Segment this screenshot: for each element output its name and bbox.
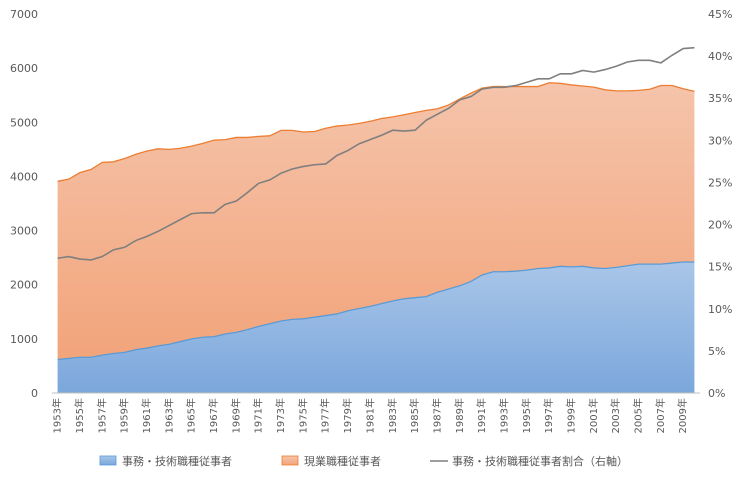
y-left-tick-label: 0 (31, 387, 38, 400)
x-tick-label: 1999年 (565, 398, 578, 433)
y-left-tick-label: 5000 (10, 116, 38, 129)
y-right-tick-label: 45% (708, 8, 732, 21)
x-tick-label: 1959年 (118, 398, 131, 433)
x-tick-label: 1955年 (73, 398, 86, 433)
x-tick-label: 1985年 (408, 398, 421, 433)
y-right-tick-label: 30% (708, 134, 732, 147)
x-tick-label: 1977年 (319, 398, 332, 433)
line-series-ratio (57, 46, 695, 261)
x-tick-label: 1975年 (296, 398, 309, 433)
x-tick-label: 1981年 (363, 398, 376, 433)
y-right-tick-label: 20% (708, 219, 732, 232)
y-right-tick-label: 25% (708, 176, 732, 189)
legend-swatch-0 (99, 455, 117, 466)
x-tick-label: 1953年 (51, 398, 64, 433)
x-tick-label: 2003年 (609, 398, 622, 433)
x-tick-label: 2001年 (587, 398, 600, 433)
x-tick-label: 2005年 (632, 398, 645, 433)
x-tick-label: 1979年 (341, 398, 354, 433)
x-tick-label: 1983年 (386, 398, 399, 433)
area-series-office (57, 261, 695, 393)
y-right-tick-label: 10% (708, 303, 732, 316)
y-left-tick-label: 4000 (10, 170, 38, 183)
y-right-tick-label: 35% (708, 92, 732, 105)
x-tick-label: 1989年 (453, 398, 466, 433)
y-left-tick-label: 1000 (10, 333, 38, 346)
legend-swatch-1 (281, 455, 299, 466)
x-axis: 1953年 1955年 1957年 1959年 1961年 1963年 1965年 1967年… (51, 398, 690, 433)
y-left-tick-label: 3000 (10, 225, 38, 238)
y-axis-left: 0 1000 2000 3000 4000 5000 6000 7000 (10, 8, 38, 400)
legend: 事務・技術職種従事者 現業職種従事者 事務・技術職種従事者割合（右軸） (99, 454, 628, 468)
x-tick-label: 1987年 (430, 398, 443, 433)
x-tick-label: 1969年 (229, 398, 242, 433)
x-tick-label: 1957年 (95, 398, 108, 433)
y-right-tick-label: 5% (708, 345, 725, 358)
y-right-tick-label: 0% (708, 387, 725, 400)
x-tick-label: 1993年 (497, 398, 510, 433)
x-tick-label: 1997年 (542, 398, 555, 433)
x-tick-label: 1967年 (207, 398, 220, 433)
area-series-office-edge (57, 261, 695, 361)
area-series-field-edge (57, 82, 695, 182)
y-left-tick-label: 6000 (10, 62, 38, 75)
y-right-tick-label: 15% (708, 261, 732, 274)
plot-area (52, 46, 700, 394)
legend-label-2: 事務・技術職種従事者割合（右軸） (452, 454, 628, 468)
legend-label-0: 事務・技術職種従事者 (122, 454, 232, 468)
x-tick-label: 1995年 (520, 398, 533, 433)
x-tick-label: 1973年 (274, 398, 287, 433)
x-tick-label: 1961年 (140, 398, 153, 433)
x-tick-label: 1991年 (475, 398, 488, 433)
x-tick-label: 1963年 (162, 398, 175, 433)
y-left-tick-label: 2000 (10, 279, 38, 292)
x-tick-label: 1971年 (252, 398, 265, 433)
x-tick-label: 2009年 (676, 398, 689, 433)
x-tick-label: 2007年 (654, 398, 667, 433)
area-series-field (57, 82, 695, 360)
y-axis-right: 0% 5% 10% 15% 20% 25% 30% 35% 40% 45% (708, 8, 732, 400)
x-tick-label: 1965年 (185, 398, 198, 433)
legend-label-1: 現業職種従事者 (304, 454, 381, 468)
y-left-tick-label: 7000 (10, 8, 38, 21)
y-right-tick-label: 40% (708, 50, 732, 63)
